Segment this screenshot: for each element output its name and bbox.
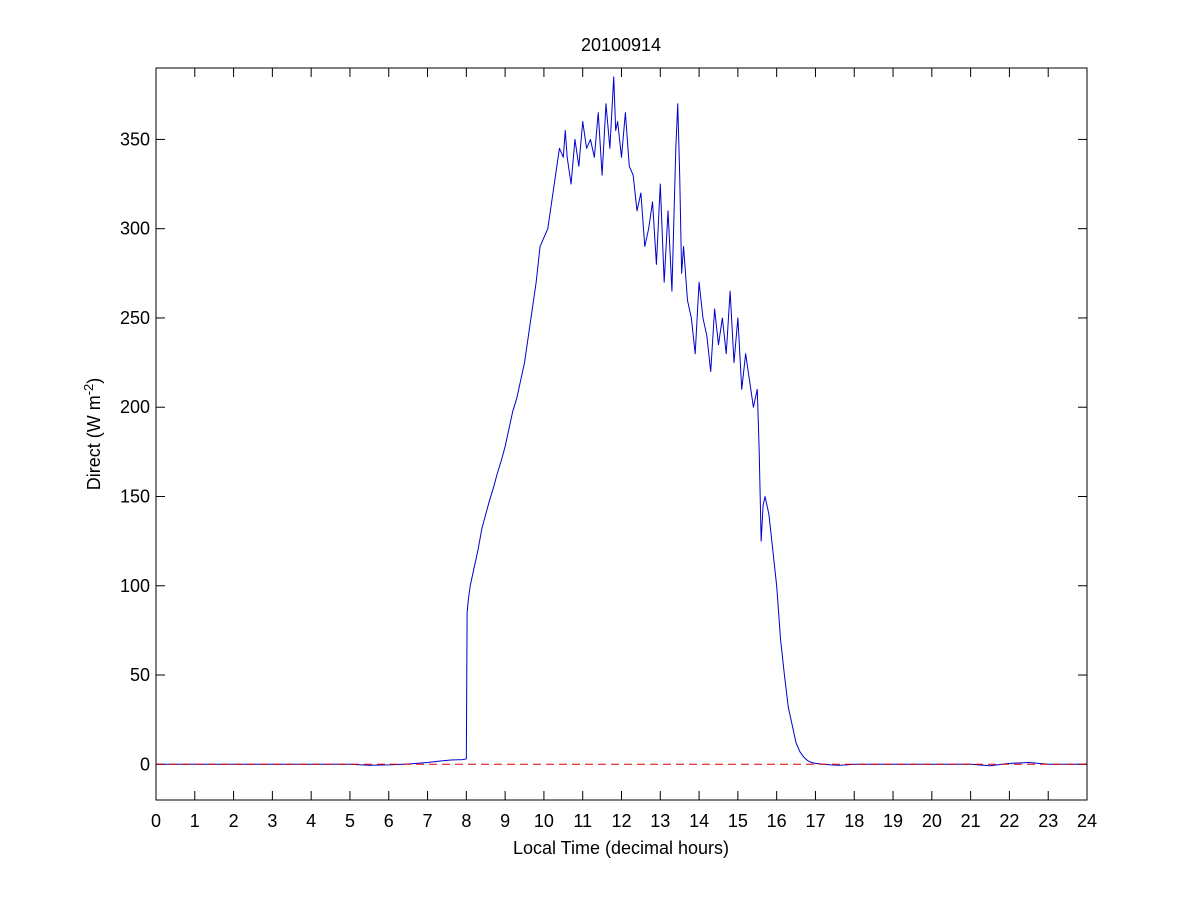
y-tick-label: 0 [140,754,150,774]
x-tick-label: 16 [767,811,787,831]
series-layer [156,76,1087,767]
y-tick-label: 100 [120,576,150,596]
x-tick-label: 17 [805,811,825,831]
x-tick-label: 2 [229,811,239,831]
x-tick-label: 3 [267,811,277,831]
x-tick-label: 20 [922,811,942,831]
direct-irradiance-line [156,76,1087,767]
x-tick-label: 9 [500,811,510,831]
y-axis-label: Direct (W m-2) [81,378,104,491]
x-tick-labels: 0 1 2 3 4 5 6 7 8 9 10 11 12 13 14 15 16 17 18 19 20 21 22 23 24 [151,811,1097,831]
x-tick-label: 14 [689,811,709,831]
x-tick-label: 18 [844,811,864,831]
x-tick-label: 21 [961,811,981,831]
y-tick-label: 200 [120,397,150,417]
x-tick-label: 4 [306,811,316,831]
x-tick-label: 13 [650,811,670,831]
y-axis-label-sup: -2 [81,384,96,396]
x-tick-label: 0 [151,811,161,831]
x-tick-label: 7 [423,811,433,831]
x-tick-label: 1 [190,811,200,831]
x-tick-label: 24 [1077,811,1097,831]
y-tick-label: 350 [120,129,150,149]
y-tick-label: 300 [120,219,150,239]
ticks-layer [155,68,1088,800]
y-tick-label: 250 [120,308,150,328]
x-tick-label: 11 [573,811,592,831]
x-tick-label: 10 [534,811,554,831]
y-tick-labels: 0 50 100 150 200 250 300 350 [120,129,150,774]
x-tick-label: 19 [883,811,903,831]
x-tick-label: 12 [611,811,631,831]
x-tick-label: 5 [345,811,355,831]
x-tick-label: 15 [728,811,748,831]
y-axis-label-end: ) [84,378,104,384]
plot-area [156,68,1087,800]
chart-title: 20100914 [581,35,661,55]
y-axis-label-main: Direct (W m [84,395,104,490]
x-tick-label: 23 [1038,811,1058,831]
plot-frame [155,67,1088,801]
x-tick-label: 8 [461,811,471,831]
x-tick-label: 22 [999,811,1019,831]
y-tick-label: 50 [130,665,150,685]
x-tick-label: 6 [384,811,394,831]
x-axis-label: Local Time (decimal hours) [513,838,729,858]
y-tick-label: 150 [120,486,150,506]
